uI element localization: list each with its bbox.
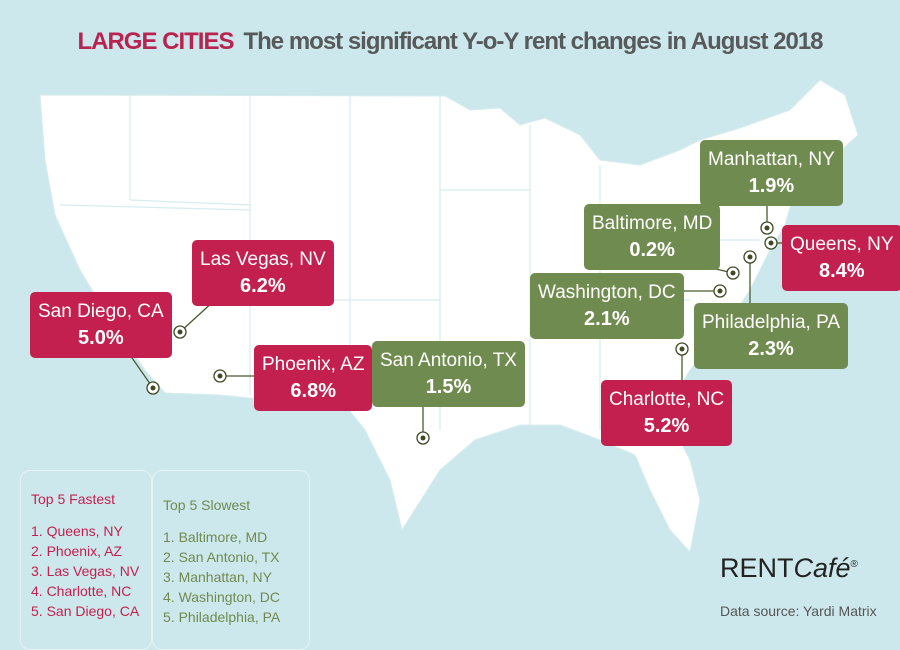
fastest-list-item: 1. Queens, NY	[31, 523, 123, 539]
data-source: Data source: Yardi Matrix	[720, 603, 877, 619]
marker-san-diego-ca	[146, 381, 160, 395]
callout-city: Charlotte, NC	[609, 389, 725, 410]
callout-baltimore-md: Baltimore, MD 0.2%	[584, 204, 721, 270]
marker-washington-dc	[713, 284, 727, 298]
callout-city: Las Vegas, NV	[200, 249, 326, 270]
callout-change: 5.0%	[78, 327, 124, 349]
page-title: LARGE CITIES The most significant Y-o-Y r…	[77, 28, 823, 55]
callout-washington-dc: Washington, DC 2.1%	[530, 273, 684, 339]
callout-city: Manhattan, NY	[708, 149, 835, 170]
top-fastest-legend: Top 5 Fastest 1. Queens, NY 2. Phoenix, A…	[20, 470, 152, 650]
callout-change: 2.3%	[748, 338, 794, 360]
callout-city: Philadelphia, PA	[702, 312, 841, 333]
marker-charlotte-nc	[675, 342, 689, 356]
city-markers	[129, 205, 782, 445]
connector-san-diego-ca	[129, 354, 154, 389]
callout-change: 6.8%	[290, 380, 337, 402]
callout-queens-ny: Queens, NY 8.4%	[782, 225, 900, 291]
callout-city: Queens, NY	[790, 234, 894, 255]
rentcafe-logo: RENTCafé®	[720, 553, 858, 584]
callout-city: Washington, DC	[538, 282, 676, 303]
callout-san-diego-ca: San Diego, CA 5.0%	[30, 292, 172, 358]
callout-change: 1.5%	[425, 376, 472, 398]
fastest-list-item: 2. Phoenix, AZ	[31, 543, 123, 559]
logo-cafe: Café	[793, 553, 851, 583]
marker-queens-ny	[764, 236, 778, 250]
marker-baltimore-md	[726, 266, 740, 280]
slowest-list-item: 4. Washington, DC	[163, 589, 280, 605]
logo-rent: RENT	[720, 553, 794, 583]
marker-philadelphia-pa	[743, 250, 757, 264]
callout-phoenix-az: Phoenix, AZ 6.8%	[254, 345, 373, 411]
logo-reg: ®	[850, 559, 858, 570]
marker-phoenix-az	[213, 369, 227, 383]
callout-philadelphia-pa: Philadelphia, PA 2.3%	[694, 303, 849, 369]
top-slowest-legend: Top 5 Slowest 1. Baltimore, MD 2. San Ant…	[152, 470, 310, 650]
callout-change: 8.4%	[818, 260, 865, 282]
slowest-list-item: 3. Manhattan, NY	[163, 569, 272, 585]
callout-change: 0.2%	[629, 239, 675, 261]
slowest-heading: Top 5 Slowest	[163, 497, 251, 513]
fastest-list-item: 4. Charlotte, NC	[31, 583, 132, 599]
slowest-list-item: 5. Philadelphia, PA	[163, 609, 281, 625]
marker-manhattan-ny	[760, 221, 774, 235]
fastest-list-item: 3. Las Vegas, NV	[31, 563, 140, 579]
slowest-list-item: 2. San Antonio, TX	[163, 549, 280, 565]
callout-manhattan-ny: Manhattan, NY 1.9%	[700, 140, 843, 206]
marker-san-antonio-tx	[416, 431, 430, 445]
callout-city: Phoenix, AZ	[262, 354, 365, 375]
slowest-list-item: 1. Baltimore, MD	[163, 529, 268, 545]
callout-change: 2.1%	[584, 308, 630, 330]
callout-change: 5.2%	[643, 415, 690, 437]
callout-city: Baltimore, MD	[592, 213, 713, 234]
callout-city: San Diego, CA	[38, 301, 164, 322]
fastest-list-item: 5. San Diego, CA	[31, 603, 140, 619]
fastest-heading: Top 5 Fastest	[31, 491, 116, 507]
callout-change: 1.9%	[748, 175, 795, 197]
marker-las-vegas-nv	[173, 325, 187, 339]
callout-city: San Antonio, TX	[380, 350, 517, 371]
callout-las-vegas-nv: Las Vegas, NV 6.2%	[192, 240, 334, 306]
callout-charlotte-nc: Charlotte, NC 5.2%	[601, 380, 733, 446]
callout-san-antonio-tx: San Antonio, TX 1.5%	[372, 341, 525, 407]
callout-change: 6.2%	[240, 275, 286, 297]
